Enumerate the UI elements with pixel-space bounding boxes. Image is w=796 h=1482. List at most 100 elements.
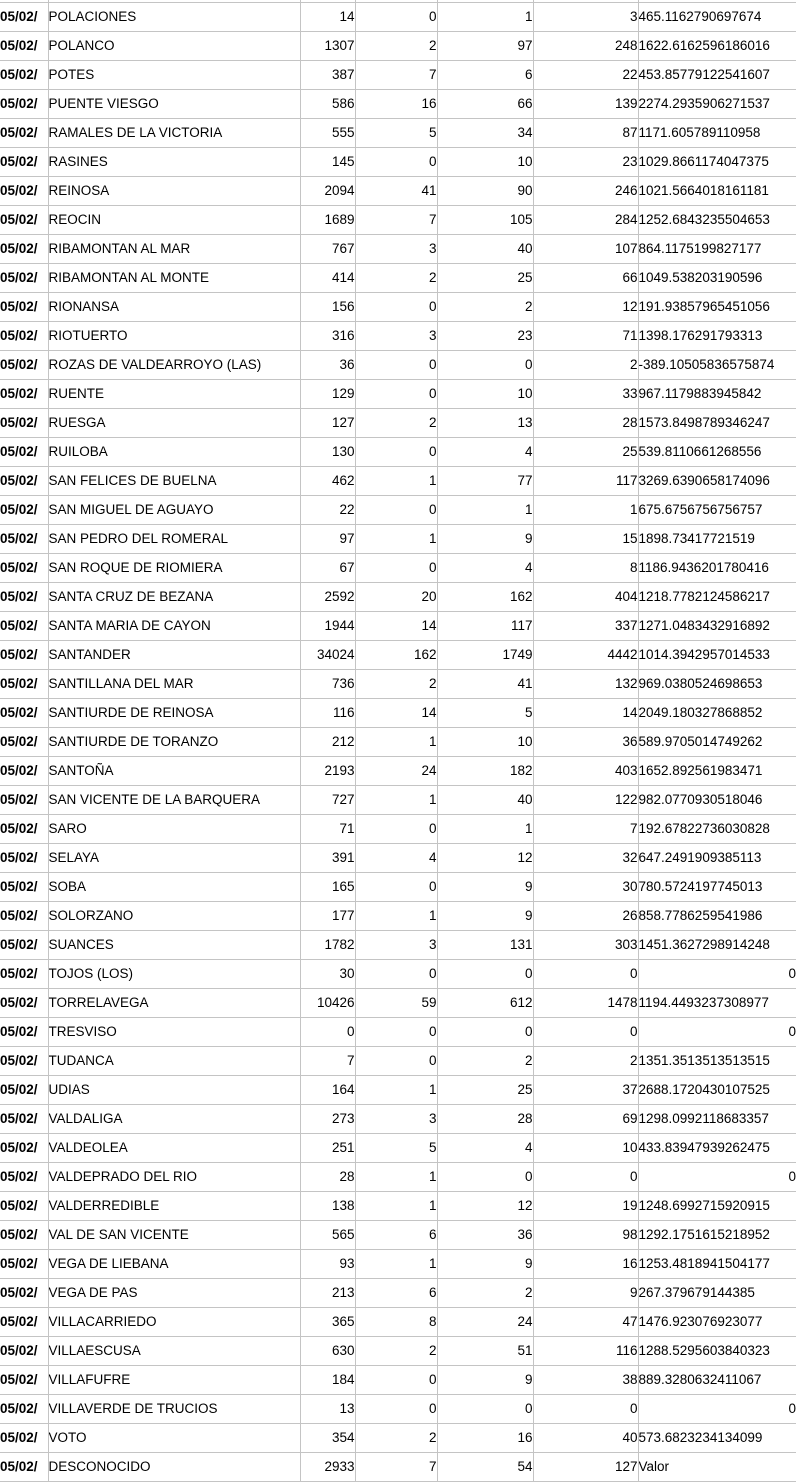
value-cell-3[interactable]: 403 bbox=[532, 756, 639, 786]
municipality-cell[interactable]: VILLAESCUSA bbox=[47, 1336, 301, 1366]
value-cell-1[interactable]: 8 bbox=[354, 1307, 438, 1337]
value-cell-2[interactable]: 4 bbox=[436, 553, 534, 583]
municipality-cell[interactable]: TOJOS (LOS) bbox=[47, 959, 301, 989]
date-cell[interactable]: 05/02/ bbox=[0, 60, 49, 90]
rate-cell[interactable]: 2688.1720430107525 bbox=[637, 1075, 796, 1105]
total-cases-cell[interactable]: 97 bbox=[299, 524, 356, 554]
municipality-cell[interactable]: VILLACARRIEDO bbox=[47, 1307, 301, 1337]
total-cases-cell[interactable]: 213 bbox=[299, 1278, 356, 1308]
rate-cell[interactable]: 969.0380524698653 bbox=[637, 669, 796, 699]
total-cases-cell[interactable]: 586 bbox=[299, 89, 356, 119]
municipality-cell[interactable]: SANTOÑA bbox=[47, 756, 301, 786]
date-cell[interactable]: 05/02/ bbox=[0, 611, 49, 641]
municipality-cell[interactable]: TRESVISO bbox=[47, 1017, 301, 1047]
total-cases-cell[interactable]: 129 bbox=[299, 379, 356, 409]
value-cell-2[interactable]: 28 bbox=[436, 1104, 534, 1134]
value-cell-1[interactable]: 59 bbox=[354, 988, 438, 1018]
municipality-cell[interactable]: PUENTE VIESGO bbox=[47, 89, 301, 119]
total-cases-cell[interactable]: 2193 bbox=[299, 756, 356, 786]
value-cell-2[interactable]: 9 bbox=[436, 1365, 534, 1395]
total-cases-cell[interactable]: 130 bbox=[299, 437, 356, 467]
value-cell-3[interactable]: 4442 bbox=[532, 640, 639, 670]
value-cell-1[interactable]: 0 bbox=[354, 2, 438, 32]
municipality-cell[interactable]: RAMALES DE LA VICTORIA bbox=[47, 118, 301, 148]
value-cell-1[interactable]: 3 bbox=[354, 1104, 438, 1134]
total-cases-cell[interactable]: 387 bbox=[299, 60, 356, 90]
municipality-cell[interactable]: DESCONOCIDO bbox=[47, 1452, 301, 1482]
municipality-cell[interactable]: SANTIURDE DE REINOSA bbox=[47, 698, 301, 728]
rate-cell[interactable]: 1652.892561983471 bbox=[637, 756, 796, 786]
municipality-cell[interactable]: SANTA CRUZ DE BEZANA bbox=[47, 582, 301, 612]
value-cell-2[interactable]: 0 bbox=[436, 1394, 534, 1424]
value-cell-2[interactable]: 12 bbox=[436, 843, 534, 873]
rate-cell[interactable]: 191.93857965451056 bbox=[637, 292, 796, 322]
total-cases-cell[interactable]: 164 bbox=[299, 1075, 356, 1105]
municipality-cell[interactable]: RUESGA bbox=[47, 408, 301, 438]
value-cell-2[interactable]: 9 bbox=[436, 872, 534, 902]
date-cell[interactable]: 05/02/ bbox=[0, 1017, 49, 1047]
date-cell[interactable]: 05/02/ bbox=[0, 147, 49, 177]
value-cell-1[interactable]: 2 bbox=[354, 408, 438, 438]
rate-cell[interactable]: 267.379679144385 bbox=[637, 1278, 796, 1308]
municipality-cell[interactable]: SARO bbox=[47, 814, 301, 844]
municipality-cell[interactable]: VILLAVERDE DE TRUCIOS bbox=[47, 1394, 301, 1424]
value-cell-1[interactable]: 5 bbox=[354, 118, 438, 148]
value-cell-1[interactable]: 0 bbox=[354, 872, 438, 902]
date-cell[interactable]: 05/02/ bbox=[0, 1191, 49, 1221]
value-cell-3[interactable]: 0 bbox=[532, 1394, 639, 1424]
total-cases-cell[interactable]: 116 bbox=[299, 698, 356, 728]
total-cases-cell[interactable]: 67 bbox=[299, 553, 356, 583]
date-cell[interactable]: 05/02/ bbox=[0, 582, 49, 612]
municipality-cell[interactable]: SAN MIGUEL DE AGUAYO bbox=[47, 495, 301, 525]
municipality-cell[interactable]: RASINES bbox=[47, 147, 301, 177]
total-cases-cell[interactable]: 1782 bbox=[299, 930, 356, 960]
date-cell[interactable]: 05/02/ bbox=[0, 1452, 49, 1482]
value-cell-3[interactable]: 32 bbox=[532, 843, 639, 873]
rate-cell[interactable]: 0 bbox=[637, 1162, 796, 1192]
value-cell-3[interactable]: 107 bbox=[532, 234, 639, 264]
value-cell-3[interactable]: 404 bbox=[532, 582, 639, 612]
value-cell-2[interactable]: 54 bbox=[436, 1452, 534, 1482]
total-cases-cell[interactable]: 138 bbox=[299, 1191, 356, 1221]
value-cell-2[interactable]: 0 bbox=[436, 1162, 534, 1192]
total-cases-cell[interactable]: 1944 bbox=[299, 611, 356, 641]
rate-cell[interactable]: 1014.3942957014533 bbox=[637, 640, 796, 670]
municipality-cell[interactable]: VALDEPRADO DEL RIO bbox=[47, 1162, 301, 1192]
value-cell-1[interactable]: 2 bbox=[354, 669, 438, 699]
value-cell-2[interactable]: 36 bbox=[436, 1220, 534, 1250]
rate-cell[interactable]: 1573.8498789346247 bbox=[637, 408, 796, 438]
value-cell-3[interactable]: 2 bbox=[532, 350, 639, 380]
value-cell-2[interactable]: 612 bbox=[436, 988, 534, 1018]
date-cell[interactable]: 05/02/ bbox=[0, 901, 49, 931]
value-cell-3[interactable]: 15 bbox=[532, 524, 639, 554]
value-cell-3[interactable]: 337 bbox=[532, 611, 639, 641]
value-cell-1[interactable]: 41 bbox=[354, 176, 438, 206]
rate-cell[interactable]: 967.1179883945842 bbox=[637, 379, 796, 409]
value-cell-2[interactable]: 25 bbox=[436, 1075, 534, 1105]
value-cell-1[interactable]: 2 bbox=[354, 31, 438, 61]
municipality-cell[interactable]: SAN PEDRO DEL ROMERAL bbox=[47, 524, 301, 554]
value-cell-1[interactable]: 4 bbox=[354, 843, 438, 873]
rate-cell[interactable]: 1398.176291793313 bbox=[637, 321, 796, 351]
value-cell-2[interactable]: 34 bbox=[436, 118, 534, 148]
value-cell-2[interactable]: 0 bbox=[436, 1017, 534, 1047]
value-cell-2[interactable]: 16 bbox=[436, 1423, 534, 1453]
date-cell[interactable]: 05/02/ bbox=[0, 843, 49, 873]
rate-cell[interactable]: 889.3280632411067 bbox=[637, 1365, 796, 1395]
rate-cell[interactable]: 192.67822736030828 bbox=[637, 814, 796, 844]
value-cell-3[interactable]: 36 bbox=[532, 727, 639, 757]
total-cases-cell[interactable]: 177 bbox=[299, 901, 356, 931]
total-cases-cell[interactable]: 727 bbox=[299, 785, 356, 815]
total-cases-cell[interactable]: 391 bbox=[299, 843, 356, 873]
value-cell-1[interactable]: 1 bbox=[354, 1075, 438, 1105]
date-cell[interactable]: 05/02/ bbox=[0, 379, 49, 409]
value-cell-3[interactable]: 139 bbox=[532, 89, 639, 119]
total-cases-cell[interactable]: 14 bbox=[299, 2, 356, 32]
value-cell-3[interactable]: 1 bbox=[532, 495, 639, 525]
total-cases-cell[interactable]: 251 bbox=[299, 1133, 356, 1163]
value-cell-3[interactable]: 16 bbox=[532, 1249, 639, 1279]
rate-cell[interactable]: 1292.1751615218952 bbox=[637, 1220, 796, 1250]
value-cell-1[interactable]: 0 bbox=[354, 959, 438, 989]
value-cell-3[interactable]: 127 bbox=[532, 1452, 639, 1482]
total-cases-cell[interactable]: 36 bbox=[299, 350, 356, 380]
